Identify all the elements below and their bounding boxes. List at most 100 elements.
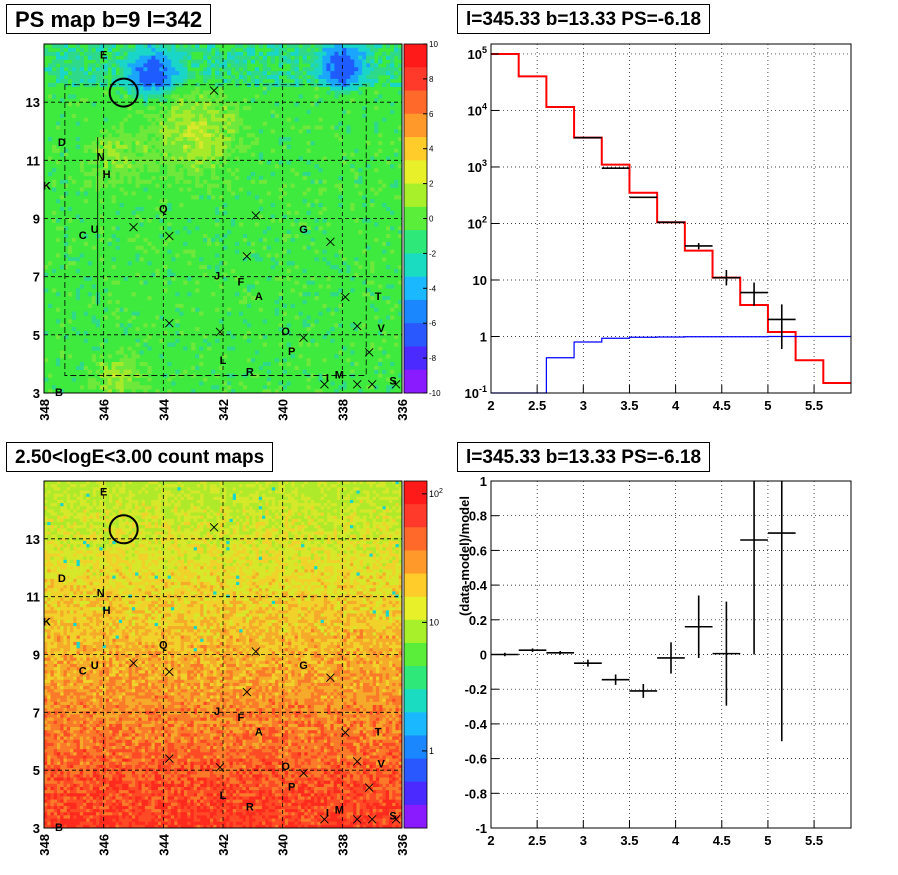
ps-map-cell xyxy=(366,78,371,84)
ps-map-cell xyxy=(322,47,327,53)
ps-map-cell xyxy=(207,59,212,64)
count-map-cell xyxy=(99,654,103,658)
count-map-cell xyxy=(99,667,103,671)
ps-map-cell xyxy=(330,265,335,270)
count-map-cell xyxy=(105,493,110,498)
ps-map-cell xyxy=(167,226,172,231)
count-map-cell xyxy=(63,695,68,699)
count-map-cell xyxy=(86,783,90,788)
ps-map-cell xyxy=(274,299,279,305)
count-map-cell xyxy=(73,506,77,510)
ps-map-cell xyxy=(362,55,367,60)
ps-map-cell xyxy=(211,121,216,126)
count-map-cell xyxy=(99,512,103,516)
ps-map-cell xyxy=(282,303,287,308)
count-map-cell xyxy=(105,547,110,551)
count-map-cell xyxy=(96,641,100,646)
ps-map-cell xyxy=(370,63,375,68)
ps-map-cross-marker xyxy=(391,379,401,389)
count-map-cell xyxy=(50,626,55,630)
ps-map-cell xyxy=(119,350,124,355)
ps-map-cell xyxy=(71,311,77,316)
ps-map-cell xyxy=(306,342,311,347)
count-map-cell xyxy=(105,509,110,513)
ps-map-cell xyxy=(302,292,307,297)
count-map-cell xyxy=(76,575,81,580)
count-map-cell xyxy=(79,531,84,535)
count-map-cell xyxy=(50,749,55,753)
ps-map-cell xyxy=(75,75,81,80)
ps-map-cell xyxy=(199,361,204,367)
count-map-cell xyxy=(112,575,116,580)
ps-map-cell xyxy=(91,346,97,351)
count-map-cell xyxy=(83,777,87,781)
ps-map-cell xyxy=(151,164,156,169)
count-map-cell xyxy=(105,518,110,523)
count-map-cell xyxy=(44,622,48,627)
ps-map-cell xyxy=(390,82,395,87)
ps-map-cell xyxy=(254,137,260,142)
ps-map-cell xyxy=(131,63,136,68)
ps-map-cell xyxy=(147,44,152,49)
count-map-cell xyxy=(86,720,90,725)
ps-map-cell xyxy=(394,268,399,274)
ps-map-cell xyxy=(155,63,160,68)
ps-map-source-label: S xyxy=(389,375,396,387)
count-map-cell xyxy=(86,695,90,699)
ps-map-cell xyxy=(163,144,168,149)
count-map-cell xyxy=(96,714,100,718)
count-map-cell xyxy=(70,805,74,810)
count-map-cell xyxy=(99,736,103,740)
count-map-cell xyxy=(63,824,68,829)
ps-map-cell xyxy=(310,67,315,72)
count-map-cell xyxy=(76,761,81,766)
ps-map-cell xyxy=(135,140,140,146)
ps-map-cell xyxy=(159,354,164,359)
ps-map-cell xyxy=(226,346,232,351)
ps-map-cell xyxy=(139,90,144,95)
ps-map-cell xyxy=(179,82,184,87)
ps-map-cell xyxy=(230,47,236,53)
count-map-cell xyxy=(63,572,68,576)
ps-map-cell xyxy=(51,210,57,215)
ps-map-cell xyxy=(354,71,359,76)
count-map-cell xyxy=(92,525,97,529)
count-map-cell xyxy=(76,752,81,756)
ps-map-cell xyxy=(111,156,116,161)
count-map-cell xyxy=(57,786,61,791)
count-map-cell xyxy=(50,758,55,763)
ps-map-cell xyxy=(119,129,124,134)
count-map-cell xyxy=(66,812,71,816)
count-map-cell xyxy=(102,607,107,611)
count-map-cell xyxy=(63,742,68,747)
ps-map-cell xyxy=(398,63,403,68)
count-map-cell xyxy=(92,641,97,646)
ps-map-colorbar-segment xyxy=(404,346,427,371)
count-map-cell xyxy=(76,790,81,794)
ps-map-cell xyxy=(354,261,359,266)
ps-map-cell xyxy=(183,75,188,80)
count-map-cell xyxy=(44,730,48,734)
ps-map-cell xyxy=(147,78,152,84)
count-map-cell xyxy=(89,714,94,718)
count-map-cell xyxy=(92,752,97,756)
count-map-cell xyxy=(115,490,120,494)
ps-map-cell xyxy=(119,63,124,68)
ps-map-cell xyxy=(219,133,224,138)
count-map-cell xyxy=(73,613,77,617)
count-map-cell xyxy=(57,550,61,554)
ps-map-cell xyxy=(135,327,140,332)
count-map-cell xyxy=(70,509,74,513)
count-map-cell xyxy=(44,698,48,703)
ps-map-cell xyxy=(378,94,383,99)
count-map-cell xyxy=(47,670,51,674)
ps-map-cell xyxy=(51,168,57,173)
count-map-cell xyxy=(86,704,90,709)
ps-map-cell xyxy=(318,47,323,53)
count-map-cell xyxy=(44,673,48,677)
ps-map-cell xyxy=(223,140,228,146)
ps-map-cell xyxy=(211,63,216,68)
ps-map-cell xyxy=(330,327,335,332)
count-map-cell xyxy=(89,632,94,636)
count-map-cell xyxy=(66,723,71,728)
